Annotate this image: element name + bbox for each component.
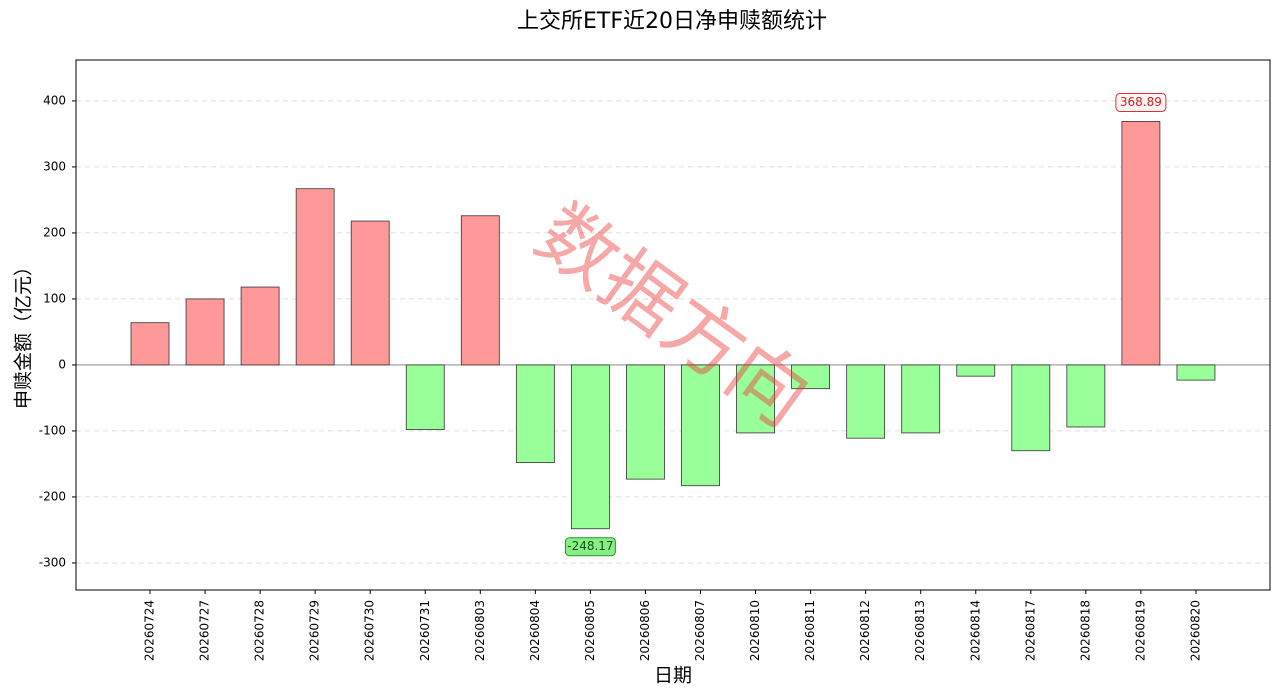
bar — [736, 364, 775, 434]
bar — [515, 364, 555, 464]
bar — [901, 364, 941, 434]
bar — [681, 364, 720, 487]
x-tick-label: 20260729 — [308, 600, 322, 661]
x-tick-label: 20260727 — [198, 600, 212, 661]
bar — [240, 286, 280, 366]
bar — [791, 364, 830, 390]
value-label: -248.17 — [567, 539, 613, 553]
y-tick-label: 400 — [43, 93, 66, 107]
x-tick-label: 20260810 — [748, 600, 762, 661]
x-tick-label: 20260817 — [1023, 600, 1037, 661]
value-label-box — [564, 537, 616, 557]
value-label-box — [1115, 92, 1167, 112]
x-tick-label: 20260814 — [968, 600, 982, 661]
y-axis-label: 申赎金额（亿元） — [13, 257, 35, 409]
bar — [846, 364, 886, 439]
bar — [1176, 364, 1216, 381]
x-tick-label: 20260811 — [803, 600, 817, 661]
chart-title: 上交所ETF近20日净申赎额统计 — [517, 9, 827, 34]
plot-frame — [75, 59, 1271, 591]
bar — [571, 364, 610, 530]
bar — [405, 364, 445, 431]
value-label: 368.89 — [1120, 95, 1162, 109]
bar — [1011, 364, 1051, 452]
bar — [350, 220, 390, 366]
x-tick-label: 20260730 — [363, 600, 377, 661]
x-tick-label: 20260803 — [473, 600, 487, 661]
x-tick-label: 20260818 — [1078, 600, 1092, 661]
y-tick-label: 300 — [43, 159, 66, 173]
x-tick-label: 20260805 — [583, 600, 597, 661]
y-tick-label: -300 — [39, 555, 66, 569]
bar — [460, 215, 500, 366]
x-tick-label: 20260731 — [418, 600, 432, 661]
watermark: 数据方向 — [520, 188, 825, 444]
y-tick-label: -100 — [39, 423, 66, 437]
y-tick-label: 100 — [43, 291, 66, 305]
bar — [626, 364, 665, 480]
y-tick-label: 200 — [43, 225, 66, 239]
x-tick-label: 20260807 — [693, 600, 707, 661]
y-tick-label: 0 — [58, 357, 66, 371]
x-tick-label: 20260728 — [253, 600, 267, 661]
x-tick-label: 20260804 — [528, 600, 542, 661]
bar — [130, 322, 170, 366]
bar — [295, 188, 335, 366]
x-tick-label: 20260812 — [858, 600, 872, 661]
x-tick-label: 20260819 — [1133, 600, 1147, 661]
x-axis-label: 日期 — [654, 665, 692, 687]
x-tick-label: 20260820 — [1188, 600, 1202, 661]
x-tick-label: 20260806 — [638, 600, 652, 661]
x-tick-label: 20260724 — [143, 600, 157, 661]
bar — [956, 364, 996, 377]
y-tick-label: -200 — [39, 489, 66, 503]
bar — [1066, 364, 1106, 428]
bar — [185, 298, 225, 366]
x-tick-label: 20260813 — [913, 600, 927, 661]
bar — [1121, 121, 1161, 366]
